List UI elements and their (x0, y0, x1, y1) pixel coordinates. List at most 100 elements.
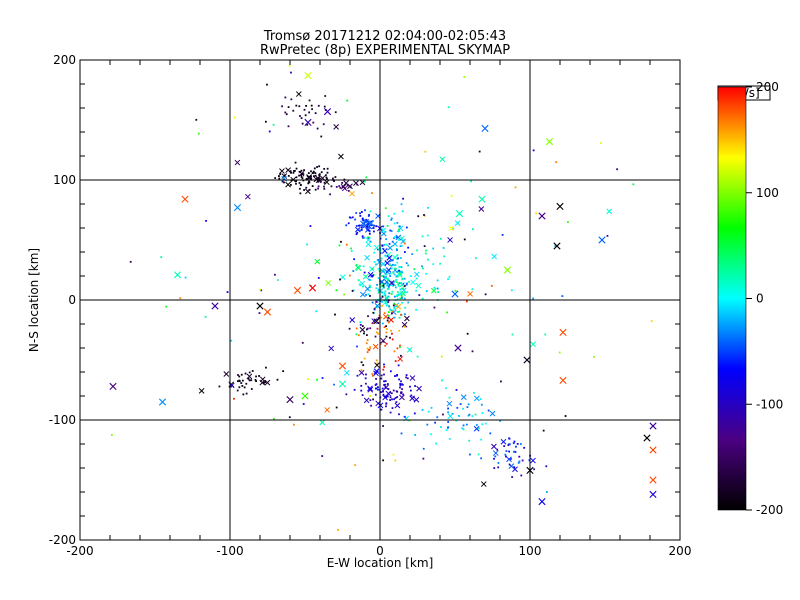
data-point (394, 235, 397, 238)
data-point (333, 383, 335, 386)
y-axis-label: N-S location [km] (27, 248, 41, 352)
data-point-cross (530, 341, 536, 348)
data-point (396, 396, 399, 398)
data-point (363, 271, 366, 274)
x-tick-label: 100 (519, 544, 542, 558)
data-point-cross (387, 245, 393, 251)
data-point-cross (481, 124, 489, 132)
data-point (292, 171, 295, 174)
data-point (254, 379, 257, 381)
data-point (310, 284, 312, 287)
data-point (310, 177, 313, 180)
data-point (432, 263, 435, 266)
data-point (393, 302, 395, 305)
data-point (372, 274, 374, 277)
data-point (383, 363, 385, 366)
data-point (390, 218, 393, 221)
data-point-cross (362, 273, 369, 280)
data-point (365, 218, 368, 221)
data-point (405, 226, 408, 229)
data-point (385, 405, 387, 408)
data-point-cross (523, 356, 531, 364)
y-tick-label: 0 (68, 293, 76, 307)
data-point (370, 404, 372, 407)
data-point (361, 394, 364, 397)
data-point (382, 368, 385, 371)
data-point (308, 99, 311, 102)
data-point (421, 297, 424, 300)
data-point (295, 104, 298, 107)
data-point (281, 180, 284, 183)
data-point (407, 301, 410, 304)
data-point (445, 387, 447, 390)
data-point (382, 390, 384, 392)
data-point-cross (339, 274, 346, 281)
data-point-cross (478, 195, 486, 203)
data-point (504, 453, 507, 456)
data-point-cross (264, 379, 271, 386)
data-point (513, 440, 516, 443)
data-point (394, 286, 397, 289)
data-point (520, 474, 523, 477)
data-point (362, 364, 365, 367)
data-point (467, 414, 470, 417)
data-point-cross (285, 181, 291, 188)
x-tick-label: -100 (216, 544, 243, 558)
data-point-cross (467, 291, 473, 297)
data-point (356, 374, 359, 377)
data-point (386, 284, 389, 287)
data-point (312, 170, 315, 173)
data-point-cross (383, 313, 389, 320)
data-point (439, 426, 442, 428)
data-point-cross (301, 392, 309, 400)
data-point (427, 206, 430, 209)
data-point-cross (409, 395, 416, 402)
data-point (355, 233, 358, 236)
data-point (326, 167, 329, 170)
data-point (468, 439, 471, 442)
data-point (393, 273, 396, 276)
x-tick-label: -200 (66, 544, 93, 558)
data-point (287, 125, 290, 128)
data-point (435, 442, 438, 445)
data-point (505, 455, 507, 458)
data-point (352, 289, 355, 292)
data-point (376, 300, 379, 303)
data-point-cross (455, 210, 464, 218)
y-tick-label: 100 (53, 173, 76, 187)
data-point (377, 289, 380, 292)
data-point (508, 443, 511, 446)
data-point (555, 161, 558, 164)
data-point (493, 467, 496, 469)
data-point (422, 457, 425, 460)
data-point (389, 308, 392, 311)
data-point (421, 235, 424, 238)
data-point (345, 393, 348, 396)
data-point (416, 249, 419, 252)
data-point (471, 288, 474, 291)
data-point-cross (382, 299, 389, 306)
data-point (410, 275, 412, 277)
data-point (365, 334, 368, 336)
data-point (425, 249, 428, 252)
data-point (484, 293, 487, 296)
data-point (356, 183, 359, 186)
data-point (381, 304, 384, 307)
data-point (398, 316, 401, 319)
data-point (306, 123, 309, 126)
data-point (303, 189, 305, 191)
data-points (109, 64, 657, 531)
data-point-cross (394, 402, 401, 409)
data-point (361, 325, 364, 327)
data-point (384, 302, 387, 305)
data-point (283, 181, 285, 184)
data-point (394, 360, 397, 362)
data-point (405, 262, 408, 265)
data-point (466, 406, 469, 409)
data-point (348, 327, 351, 330)
data-point (353, 388, 356, 391)
data-point (301, 172, 304, 175)
data-point (310, 104, 313, 107)
data-point (365, 328, 368, 331)
data-point (369, 394, 371, 397)
